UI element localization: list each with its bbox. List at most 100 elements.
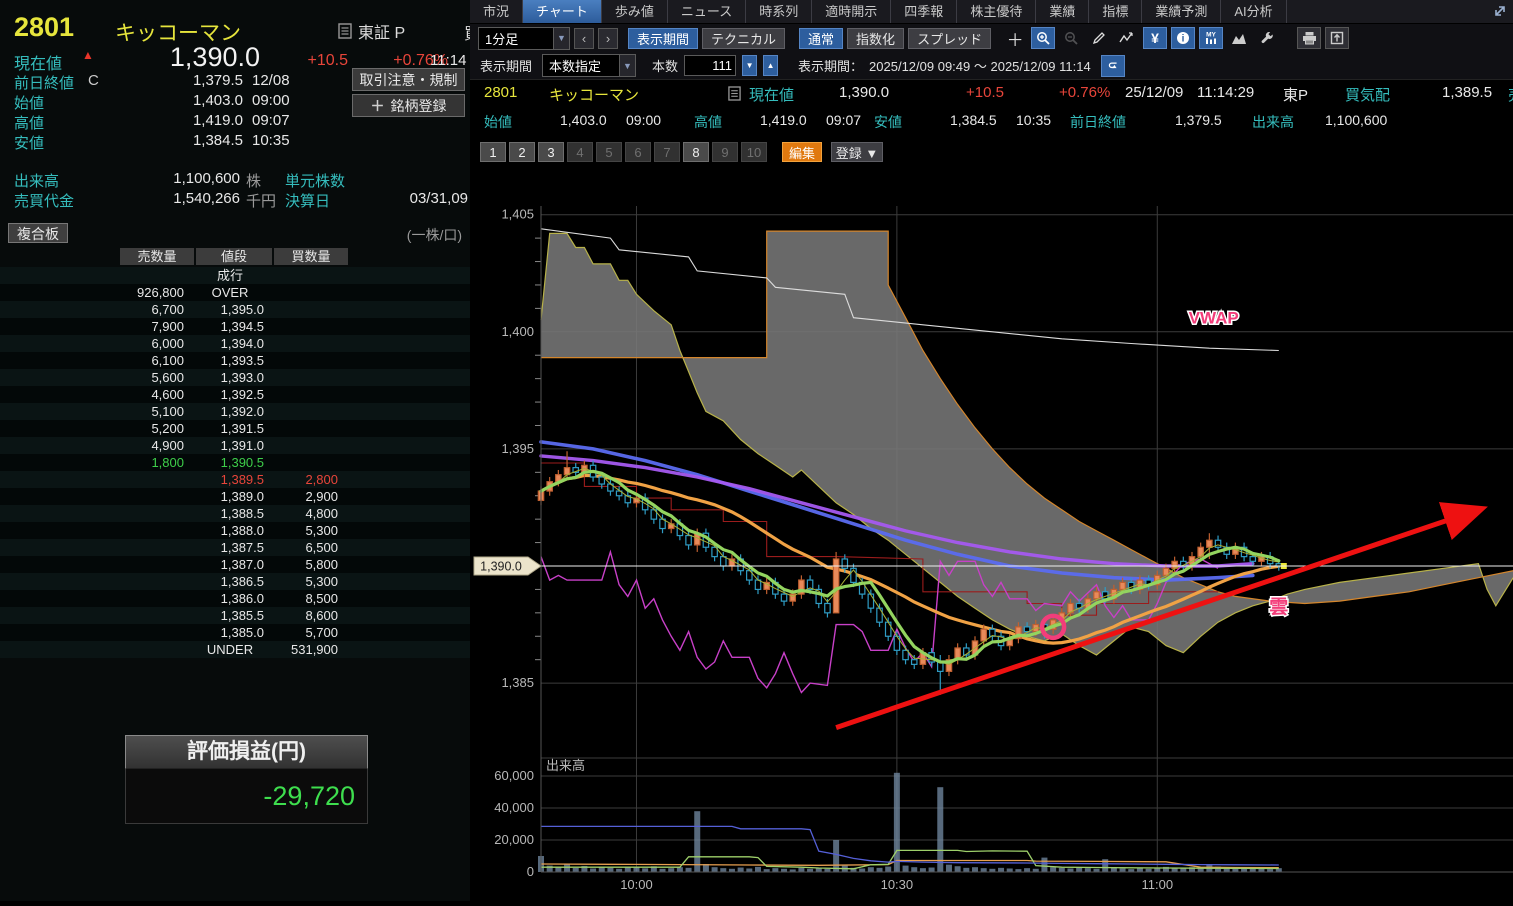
- tab-AI分析[interactable]: AI分析: [1221, 0, 1287, 23]
- svg-text:40,000: 40,000: [494, 800, 534, 815]
- board-row[interactable]: 1,388.0 5,300: [0, 522, 470, 539]
- board-row[interactable]: 1,389.0 2,900: [0, 488, 470, 505]
- tab-業績予測[interactable]: 業績予測: [1142, 0, 1222, 23]
- spread-mode-button[interactable]: スプレッド: [908, 27, 992, 49]
- trade-caution-button[interactable]: 取引注意・規制: [352, 68, 465, 91]
- info-icon[interactable]: i: [1171, 27, 1196, 49]
- trendline-icon[interactable]: [1115, 27, 1139, 49]
- sell-qty: 5,100: [151, 404, 184, 419]
- draw-pencil-icon[interactable]: [1087, 27, 1111, 49]
- area-chart-icon[interactable]: [1227, 27, 1251, 49]
- svg-text:1,395: 1,395: [501, 441, 534, 456]
- board-row[interactable]: 1,387.5 6,500: [0, 539, 470, 556]
- open-value: 1,403.0: [560, 112, 607, 128]
- candlestick-chart[interactable]: 1,405 1,400 1,395 1,385 60,000 40,000 20,000 0 1…: [470, 166, 1513, 901]
- sell-qty: 7,900: [151, 319, 184, 334]
- svg-text:60,000: 60,000: [494, 768, 534, 783]
- board-row[interactable]: 926,800 OVER: [0, 284, 470, 301]
- preset-button-1[interactable]: 1: [480, 142, 506, 162]
- board-row[interactable]: 4,900 1,391.0: [0, 437, 470, 454]
- board-row[interactable]: 1,386.0 8,500: [0, 590, 470, 607]
- chart-panel: 市況 チャート 歩み値 ニュース 時系列 適時開示 四季報 株主優待 業績 指標 業績予測 AI分析 …: [470, 0, 1513, 901]
- my-indicator-icon[interactable]: MY: [1199, 27, 1224, 49]
- board-row[interactable]: 5,100 1,392.0: [0, 403, 470, 420]
- preset-button-7[interactable]: 7: [654, 142, 680, 162]
- board-row[interactable]: 7,900 1,394.5: [0, 318, 470, 335]
- board-row[interactable]: 5,200 1,391.5: [0, 420, 470, 437]
- timeframe-select[interactable]: 1分足 ▼: [478, 26, 570, 50]
- composite-board-button[interactable]: 複合板: [8, 223, 68, 243]
- board-header: 売数量 値段 買数量: [0, 248, 470, 266]
- count-down-icon[interactable]: ▼: [742, 55, 758, 76]
- normal-mode-button[interactable]: 通常: [799, 27, 844, 49]
- indexed-mode-button[interactable]: 指数化: [847, 27, 905, 49]
- preset-button-10[interactable]: 10: [741, 142, 767, 162]
- board-row[interactable]: 1,389.5 2,800: [0, 471, 470, 488]
- price-level: 1,393.0: [220, 370, 264, 385]
- tab-四季報[interactable]: 四季報: [891, 0, 958, 23]
- print-icon[interactable]: [1297, 27, 1322, 49]
- price-chart[interactable]: 1,405 1,400 1,395 1,385 60,000 40,000 20,000 0 1…: [470, 166, 1513, 901]
- preset-button-8[interactable]: 8: [683, 142, 709, 162]
- price-level: 1,391.5: [220, 421, 264, 436]
- zoom-out-icon[interactable]: [1059, 27, 1083, 49]
- price-level: 1,394.5: [220, 319, 264, 334]
- board-row[interactable]: 1,800 1,390.5: [0, 454, 470, 471]
- edit-button[interactable]: 編集: [782, 142, 822, 162]
- sell-qty: 4,900: [151, 438, 184, 453]
- volume-label: 出来高: [1252, 114, 1294, 130]
- crosshair-icon[interactable]: ＋: [1003, 27, 1027, 50]
- turnover-label: 売買代金: [14, 193, 75, 210]
- quote-time: 11:14:29: [1197, 84, 1255, 101]
- settings-wrench-icon[interactable]: [1255, 27, 1279, 49]
- popout-window-icon[interactable]: [1325, 27, 1350, 49]
- board-row[interactable]: 6,700 1,395.0: [0, 301, 470, 318]
- technical-button[interactable]: テクニカル: [702, 27, 786, 49]
- board-row[interactable]: 成行: [0, 267, 470, 284]
- yen-scale-icon[interactable]: ¥: [1143, 27, 1168, 49]
- board-row[interactable]: UNDER 531,900: [0, 641, 470, 658]
- tab-業績[interactable]: 業績: [1036, 0, 1090, 23]
- board-row[interactable]: 1,387.0 5,800: [0, 556, 470, 573]
- preset-button-2[interactable]: 2: [509, 142, 535, 162]
- price-level: 1,392.0: [220, 404, 264, 419]
- preset-button-5[interactable]: 5: [596, 142, 622, 162]
- register-dropdown[interactable]: 登録 ▼: [831, 142, 883, 162]
- preset-button-6[interactable]: 6: [625, 142, 651, 162]
- board-row[interactable]: 1,385.5 8,600: [0, 607, 470, 624]
- board-row[interactable]: 4,600 1,392.5: [0, 386, 470, 403]
- quote-time: 11:14: [430, 52, 467, 69]
- board-row[interactable]: 1,386.5 5,300: [0, 573, 470, 590]
- reset-period-icon[interactable]: [1100, 54, 1125, 77]
- board-row[interactable]: 6,100 1,393.5: [0, 352, 470, 369]
- board-row[interactable]: 1,388.5 4,800: [0, 505, 470, 522]
- register-symbol-button[interactable]: ＋ 銘柄登録: [352, 94, 465, 117]
- prev-button[interactable]: ‹: [574, 27, 594, 49]
- count-up-icon[interactable]: ▲: [763, 55, 779, 76]
- tab-指標[interactable]: 指標: [1089, 0, 1143, 23]
- board-row[interactable]: 5,600 1,393.0: [0, 369, 470, 386]
- preset-button-9[interactable]: 9: [712, 142, 738, 162]
- zoom-in-icon[interactable]: [1031, 27, 1056, 49]
- next-button[interactable]: ›: [598, 27, 618, 49]
- board-row[interactable]: 1,385.0 5,700: [0, 624, 470, 641]
- tab-株主優待[interactable]: 株主優待: [957, 0, 1037, 23]
- bar-count-input[interactable]: [684, 55, 737, 76]
- tab-チャート[interactable]: チャート: [523, 0, 602, 23]
- tab-時系列[interactable]: 時系列: [746, 0, 813, 23]
- chart-stock-name: キッコーマン: [549, 87, 640, 104]
- tab-ニュース[interactable]: ニュース: [668, 0, 747, 23]
- svg-text:VWAP: VWAP: [1189, 309, 1239, 328]
- preset-button-3[interactable]: 3: [538, 142, 564, 162]
- preset-button-4[interactable]: 4: [567, 142, 593, 162]
- board-row[interactable]: 6,000 1,394.0: [0, 335, 470, 352]
- tab-適時開示[interactable]: 適時開示: [812, 0, 892, 23]
- current-label: 現在値: [749, 87, 795, 104]
- tab-歩み値[interactable]: 歩み値: [602, 0, 668, 23]
- tab-市況[interactable]: 市況: [470, 0, 524, 23]
- price-level: 1,385.0: [220, 625, 264, 640]
- display-period-button[interactable]: 表示期間: [628, 27, 699, 49]
- period-mode-select[interactable]: 本数指定 ▼: [542, 54, 637, 77]
- price-level: 1,385.5: [220, 608, 264, 623]
- expand-window-icon[interactable]: [1492, 3, 1508, 19]
